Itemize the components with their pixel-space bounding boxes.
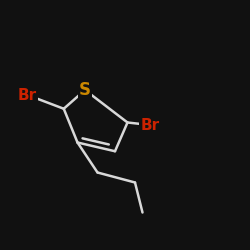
Text: Br: Br	[140, 118, 160, 132]
Text: Br: Br	[18, 88, 37, 102]
Text: S: S	[79, 81, 91, 99]
